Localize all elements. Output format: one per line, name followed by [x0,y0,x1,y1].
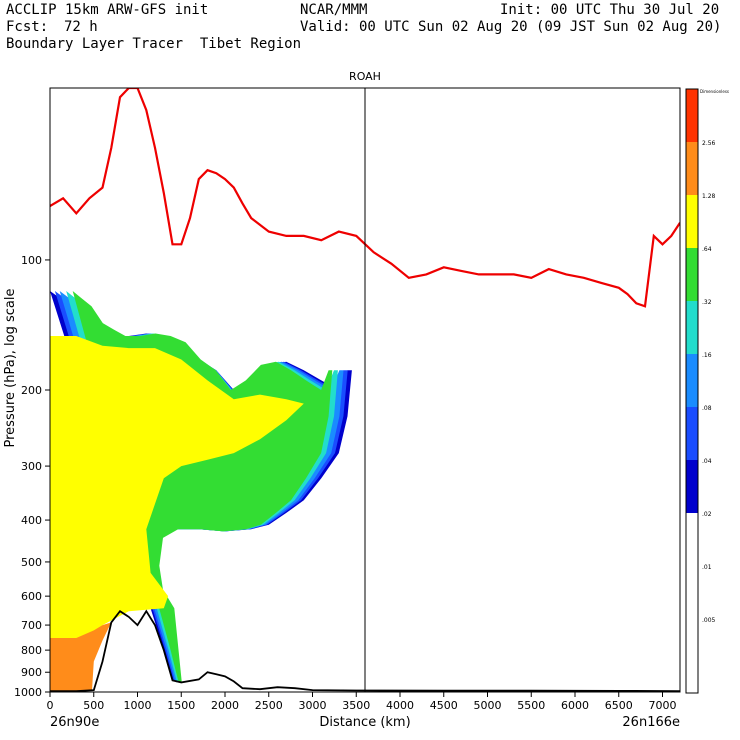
y-tick-label: 900 [21,666,42,679]
tracer-region-.32 [50,336,304,651]
legend-level-label: .16 [702,352,712,359]
x-tick-label: 5500 [517,699,545,712]
x-end-label: 26n166e [622,715,680,730]
x-tick-label: 5000 [474,699,502,712]
y-tick-label: 500 [21,556,42,569]
x-tick-label: 7000 [649,699,677,712]
legend-level-label: .32 [702,299,712,306]
y-tick-label: 200 [21,384,42,397]
x-tick-label: 1000 [124,699,152,712]
legend-level-label: .04 [702,458,712,465]
legend-swatch [686,248,698,301]
tracer-region-.64 [50,622,112,692]
legend-level-label: .02 [702,511,712,518]
legend-level-label: 2.56 [702,140,716,147]
x-axis: 0 500 1000 1500 2000 2500 3000 3500 4000 4500 5000… [47,692,677,712]
legend-frame [685,88,699,694]
legend-level-label: .64 [702,246,712,253]
y-tick-label: 600 [21,590,42,603]
y-tick-label: 700 [21,619,42,632]
x-tick-label: 0 [47,699,54,712]
forecast-label: Fcst: [6,19,49,35]
legend-swatch [686,89,698,142]
y-tick-label: 100 [21,254,42,267]
legend-level-label: .005 [702,617,716,624]
legend-swatch [686,460,698,513]
y-tick-label: 800 [21,644,42,657]
x-tick-label: 4000 [386,699,414,712]
plot-subtitle: Boundary Layer Tracer Tibet Region [6,36,302,52]
legend-title: Dimensionless [700,89,729,94]
legend-swatch [686,301,698,354]
x-tick-label: 6500 [605,699,633,712]
x-axis-label: Distance (km) [319,715,410,730]
forecast-hours: 72 h [64,19,98,35]
tropopause-line [50,88,680,308]
legend-level-label: 1.28 [702,193,716,200]
x-tick-label: 3500 [342,699,370,712]
model-label: ACCLIP 15km ARW-GFS init [6,2,209,18]
x-tick-label: 500 [83,699,104,712]
legend-level-label: .08 [702,405,712,412]
x-tick-label: 3000 [299,699,327,712]
x-tick-label: 2000 [211,699,239,712]
legend-swatch [686,142,698,195]
y-axis-label: Pressure (hPa), log scale [3,289,18,448]
init-time-label: Init: 00 UTC Thu 30 Jul 20 [500,2,720,18]
x-tick-label: 4500 [430,699,458,712]
y-tick-label: 1000 [14,686,42,699]
legend-level-label: .01 [702,564,712,571]
chart-title: ROAH [349,70,381,83]
x-tick-label: 1500 [167,699,195,712]
legend-swatch [686,513,698,625]
legend-swatch [686,195,698,248]
color-legend: Dimensionless 2.56 1.28 .64 .32 .16 .08 .04 .02.… [685,88,729,694]
center-label: NCAR/MMM [300,2,368,18]
x-tick-label: 6000 [561,699,589,712]
x-tick-label: 2500 [255,699,283,712]
overlay-lines [50,88,680,692]
tracer-field [50,291,352,692]
legend-swatch [686,354,698,407]
valid-time-label: Valid: 00 UTC Sun 02 Aug 20 (09 JST Sun … [300,19,722,35]
terrain-line [50,609,680,692]
x-start-label: 26n90e [50,715,99,730]
y-tick-label: 400 [21,514,42,527]
legend-swatch [686,407,698,460]
y-axis: 100 200 300 400 500 600 700 800 900 1000 [14,254,50,699]
y-tick-label: 300 [21,460,42,473]
